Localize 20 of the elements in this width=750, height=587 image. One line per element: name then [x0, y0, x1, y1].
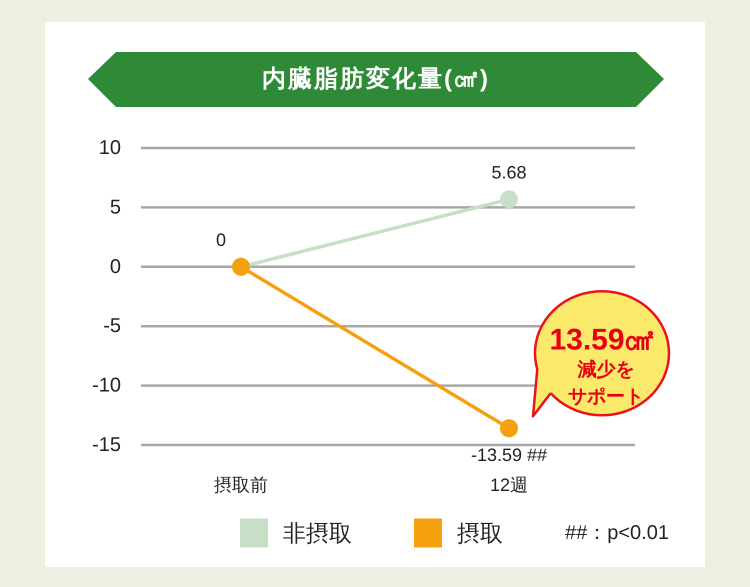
y-tick-label: -5	[103, 315, 121, 338]
y-tick-label: -15	[92, 434, 121, 456]
data-label: 5.68	[491, 162, 527, 182]
legend-label: 摂取	[457, 520, 503, 546]
legend-item: 摂取	[414, 518, 503, 548]
data-label: -13.59 ##	[470, 445, 548, 466]
legend-label: 非摂取	[283, 520, 352, 546]
y-tick-label: 0	[110, 256, 121, 278]
y-tick-label: 5	[110, 196, 121, 218]
y-tick-label: 10	[98, 137, 121, 159]
data-label: 0	[216, 230, 226, 250]
legend-item: 非摂取	[240, 518, 352, 548]
y-tick-label: -10	[92, 374, 121, 397]
x-tick-label: 摂取前	[214, 475, 268, 495]
annotation: 13.59㎠	[549, 324, 655, 357]
annotation: 減少を	[578, 360, 634, 381]
title: 内臓脂肪変化量(㎠)	[262, 66, 490, 92]
annotation: ##：p<0.01	[565, 522, 669, 544]
x-tick-label: 12週	[490, 475, 528, 495]
annotation: サポート	[568, 386, 644, 408]
